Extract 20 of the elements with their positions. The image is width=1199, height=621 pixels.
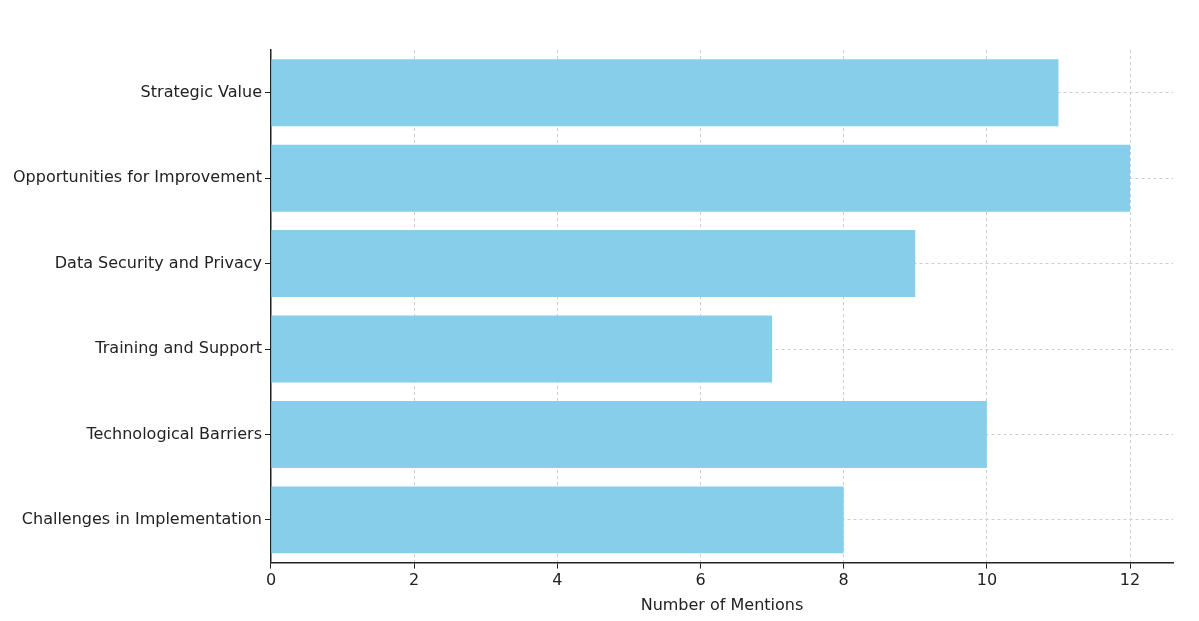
- bar: [271, 230, 916, 298]
- bar: [271, 400, 987, 468]
- bar: [271, 486, 844, 554]
- x-tick-label: 0: [265, 570, 277, 590]
- y-tick-label: Data Security and Privacy: [54, 252, 262, 272]
- x-axis-title: Number of Mentions: [640, 594, 804, 614]
- y-tick-label: Technological Barriers: [85, 423, 262, 443]
- y-tick-label: Strategic Value: [140, 81, 262, 101]
- x-tick-label: 6: [695, 570, 706, 590]
- y-tick-label: Challenges in Implementation: [21, 509, 262, 529]
- x-tick-label: 8: [838, 570, 849, 590]
- x-tick-label: 12: [1119, 570, 1141, 590]
- y-tick-label: Opportunities for Improvement: [12, 167, 262, 187]
- y-tick-label: Training and Support: [94, 338, 262, 358]
- bar: [271, 144, 1131, 212]
- x-tick-label: 10: [976, 570, 998, 590]
- x-tick-label: 4: [552, 570, 563, 590]
- bar: [271, 315, 773, 383]
- bar: [271, 59, 1059, 127]
- x-tick-label: 2: [409, 570, 420, 590]
